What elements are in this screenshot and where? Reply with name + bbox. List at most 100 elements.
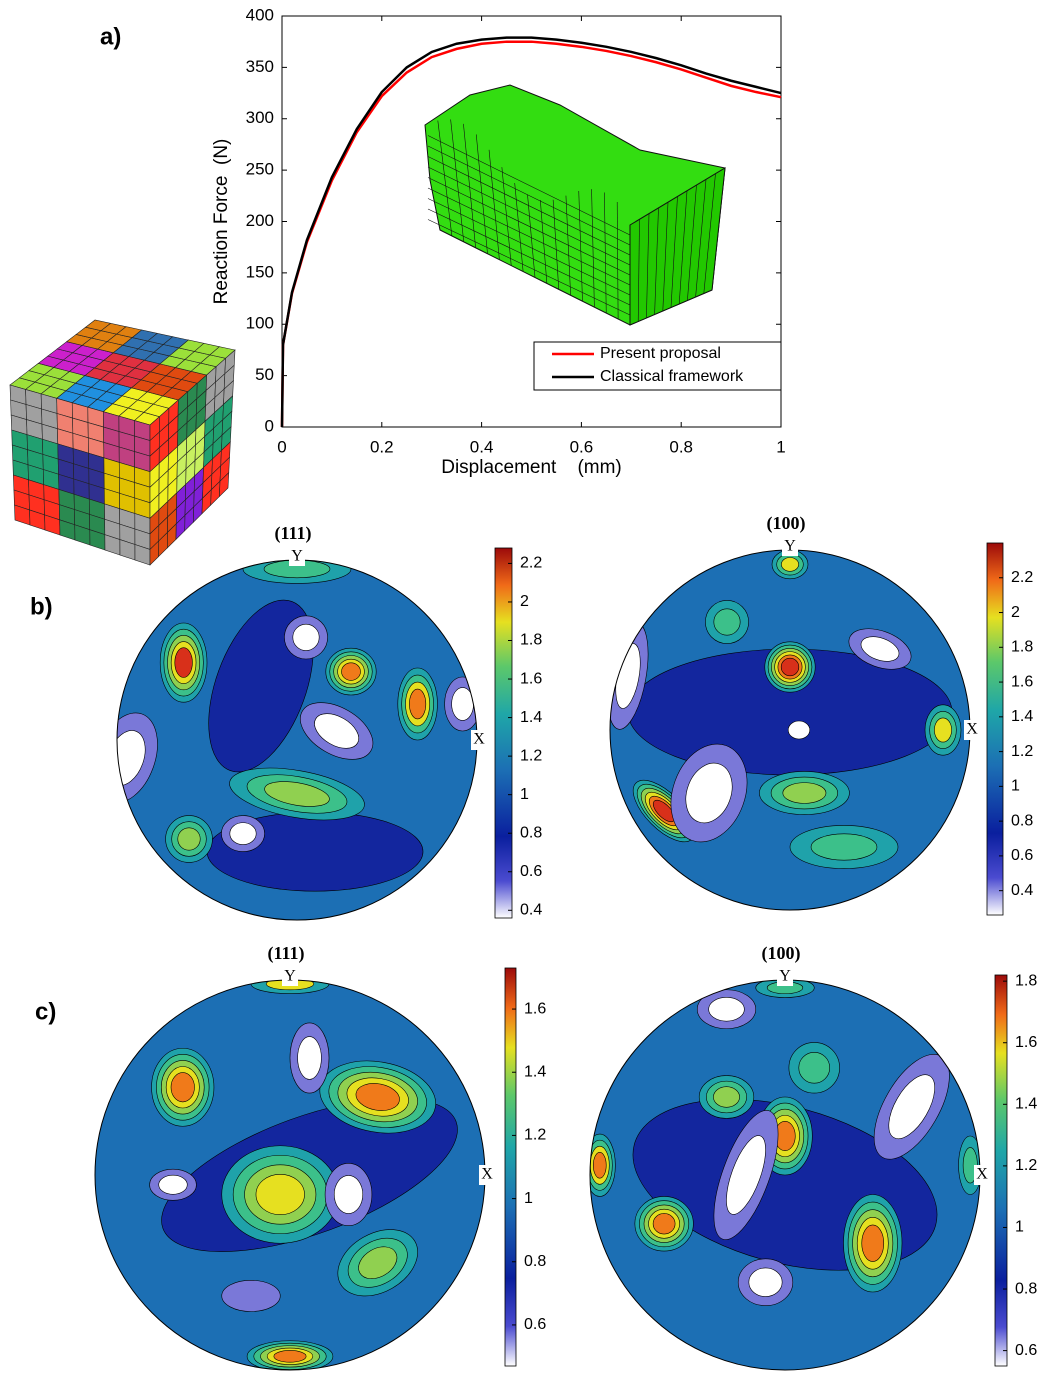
figure: a) b) c) 05010015020025030035040000.20.4… <box>0 0 1042 1374</box>
colorbar-tick-label: 1.4 <box>520 709 542 726</box>
x-axis-label: X <box>976 1166 988 1183</box>
colorbar-tick-label: 0.4 <box>1011 882 1033 899</box>
contour <box>781 557 798 571</box>
contour <box>222 1280 281 1311</box>
contour <box>783 783 826 804</box>
x-axis-label: X <box>481 1166 493 1183</box>
colorbar-tick-label: 0.4 <box>520 902 542 919</box>
contour <box>342 663 361 681</box>
colorbar-tick-label: 1.2 <box>520 747 542 764</box>
y-tick-label: 0 <box>265 416 274 435</box>
colorbar-tick-label: 1.8 <box>520 632 542 649</box>
deformed-mesh <box>425 85 725 325</box>
colorbar-tick-label: 2.2 <box>520 555 542 572</box>
pole-figure <box>95 974 485 1372</box>
x-tick-label: 0.2 <box>370 437 394 456</box>
colorbar-tick-label: 1.4 <box>1015 1096 1037 1113</box>
contour <box>713 1087 739 1108</box>
y-tick-label: 50 <box>255 365 274 384</box>
panel-label: c) <box>35 998 56 1025</box>
pole-title: (111) <box>267 943 304 964</box>
colorbar-tick-label: 2 <box>1011 604 1020 621</box>
x-tick-label: 0.6 <box>570 437 594 456</box>
y-axis-label: Y <box>291 548 303 565</box>
y-tick-label: 350 <box>246 57 274 76</box>
x-axis-label: X <box>966 721 978 738</box>
colorbar-tick-label: 1.6 <box>524 1000 546 1017</box>
y-axis-label: Reaction Force (N) <box>211 139 232 305</box>
panel-label: a) <box>100 23 121 50</box>
contour <box>709 997 745 1021</box>
contour <box>274 1350 306 1362</box>
colorbar-tick-label: 1.8 <box>1011 639 1033 656</box>
colorbar-tick-label: 1.6 <box>1015 1034 1037 1051</box>
contour <box>934 718 951 742</box>
contour <box>714 609 740 635</box>
colorbar-tick-label: 1.6 <box>520 670 542 687</box>
colorbar-tick-label: 0.6 <box>524 1316 546 1333</box>
x-axis-label: Displacement (mm) <box>441 457 622 478</box>
colorbar-tick-label: 1 <box>520 786 529 803</box>
contour <box>293 624 319 650</box>
colorbar-tick-label: 0.6 <box>1015 1342 1037 1359</box>
colorbar-tick-label: 1 <box>1011 778 1020 795</box>
legend-label: Present proposal <box>600 345 721 362</box>
x-tick-label: 0 <box>277 437 286 456</box>
x-tick-label: 1 <box>776 437 785 456</box>
y-tick-label: 400 <box>246 5 274 24</box>
pole-title: (100) <box>762 943 801 964</box>
contour <box>593 1152 606 1178</box>
legend-label: Classical framework <box>600 368 744 385</box>
contour <box>171 1073 194 1102</box>
contour <box>230 823 256 845</box>
colorbar-tick-label: 0.8 <box>524 1253 546 1270</box>
colorbar-tick-label: 0.6 <box>520 863 542 880</box>
colorbar <box>995 975 1007 1366</box>
y-axis-label: Y <box>784 538 796 555</box>
contour <box>862 1225 884 1262</box>
y-tick-label: 150 <box>246 262 274 281</box>
y-tick-label: 100 <box>246 314 274 333</box>
pole-figure <box>601 550 970 910</box>
colorbar-tick-label: 2.2 <box>1011 569 1033 586</box>
y-tick-label: 200 <box>246 211 274 230</box>
legend: Present proposal Classical framework <box>534 342 781 390</box>
colorbar-tick-label: 1.2 <box>1015 1157 1037 1174</box>
colorbar-tick-label: 1 <box>1015 1219 1024 1236</box>
colorbar-tick-label: 1.6 <box>1011 673 1033 690</box>
colorbar-tick-label: 1 <box>524 1190 533 1207</box>
mesh-cube <box>10 320 235 565</box>
contour <box>811 834 877 860</box>
pole-title: (100) <box>767 513 806 534</box>
colorbar-tick-label: 2 <box>520 593 529 610</box>
colorbar-tick-label: 1.2 <box>524 1127 546 1144</box>
y-axis-label: Y <box>779 968 791 985</box>
y-tick-label: 250 <box>246 160 274 179</box>
colorbar <box>987 543 1003 915</box>
colorbar <box>505 968 516 1366</box>
contour <box>175 648 193 678</box>
x-axis-label: X <box>473 731 485 748</box>
contour <box>788 721 810 739</box>
contour <box>334 1175 363 1213</box>
contour <box>749 1268 782 1297</box>
contour <box>159 1175 188 1194</box>
contour <box>653 1213 675 1234</box>
panel-label: b) <box>30 593 53 620</box>
contour <box>799 1052 830 1083</box>
y-axis-label: Y <box>284 968 296 985</box>
contour <box>178 828 200 850</box>
contour <box>256 1174 305 1214</box>
colorbar-tick-label: 0.8 <box>520 824 542 841</box>
pole-title: (111) <box>274 523 311 544</box>
x-tick-label: 0.4 <box>470 437 494 456</box>
contour <box>409 689 425 719</box>
colorbar <box>495 548 512 918</box>
colorbar-tick-label: 1.8 <box>1015 972 1037 989</box>
colorbar-tick-label: 1.4 <box>524 1063 546 1080</box>
colorbar-tick-label: 0.8 <box>1011 812 1033 829</box>
colorbar-tick-label: 1.2 <box>1011 743 1033 760</box>
x-tick-label: 0.8 <box>669 437 693 456</box>
colorbar-tick-label: 1.4 <box>1011 708 1033 725</box>
contour <box>781 658 799 676</box>
